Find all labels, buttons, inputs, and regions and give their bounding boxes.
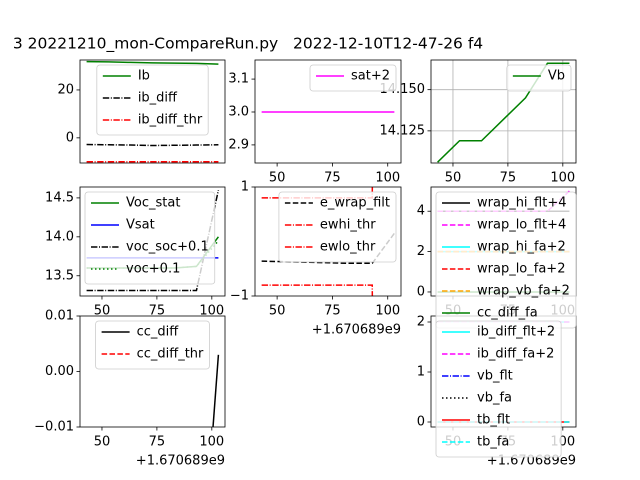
y-tick-label: 0 — [417, 284, 425, 299]
series-line — [437, 62, 570, 163]
legend-label: cc_diff_thr — [137, 347, 204, 362]
legend-label: Ib — [138, 69, 150, 84]
legend-box — [96, 64, 209, 136]
axes-frame — [430, 59, 577, 164]
legend-label: wrap_hi_flt+4 — [477, 196, 567, 211]
legend: Voc_stat Vsat voc_soc+0.1 voc+0.1 — [84, 191, 216, 285]
y-tick-label: 1 — [417, 365, 425, 380]
legend-label: ewlo_thr — [320, 240, 376, 255]
x-tick-label: 100 — [199, 435, 224, 450]
y-tick-label: −0.01 — [34, 420, 74, 435]
legend-label: sat+2 — [351, 69, 390, 84]
x-tick-label: 100 — [375, 171, 400, 186]
legend: Ib ib_diff ib_diff_thr — [96, 64, 209, 136]
legend-box — [95, 320, 210, 370]
legend: cc_diff cc_diff_thr — [95, 320, 210, 370]
series-line — [86, 143, 219, 147]
y-tick-label: 2 — [417, 244, 425, 259]
x-tick-label: 50 — [269, 171, 286, 186]
legend-label: wrap_lo_fa+2 — [477, 262, 565, 277]
y-tick-label: 0.00 — [45, 364, 74, 379]
legend-label: cc_diff_fa — [477, 306, 538, 321]
legend-label: ewhi_thr — [320, 218, 376, 233]
series-line — [261, 284, 374, 296]
legend: ib_diff_flt+2 ib_diff_fa+2 vb_flt vb_fa tb_f… — [435, 320, 562, 458]
y-tick-label: 0 — [417, 415, 425, 430]
legend-label: vb_fa — [477, 391, 512, 406]
legend-label: voc_soc+0.1 — [126, 240, 209, 255]
x-tick-label: 75 — [500, 171, 517, 186]
series-line — [86, 189, 220, 292]
y-tick-label: 14.5 — [45, 190, 74, 205]
legend-box — [84, 191, 216, 285]
legend: e_wrap_filt ewhi_thr ewlo_thr — [278, 191, 397, 263]
legend-label: ib_diff_fa+2 — [477, 347, 554, 362]
legend-label: ib_diff_flt+2 — [477, 325, 555, 340]
axes-frame — [79, 315, 226, 428]
legend-box — [309, 64, 397, 92]
y-tick-label: 4 — [417, 204, 425, 219]
x-offset-label: +1.670689e9 — [136, 454, 225, 469]
y-tick-label: 14.125 — [380, 123, 426, 138]
x-tick-label: 75 — [149, 304, 166, 319]
legend-label: Vsat — [126, 218, 155, 233]
legend-label: ib_diff_thr — [138, 113, 203, 128]
legend-label: wrap_vb_fa+2 — [477, 284, 570, 299]
series-line — [261, 232, 395, 265]
x-tick-label: 100 — [375, 304, 400, 319]
axes-frame — [254, 186, 402, 297]
x-tick-label: 75 — [324, 304, 341, 319]
y-tick-label: 3.0 — [228, 104, 249, 119]
y-tick-label: 1 — [241, 180, 249, 195]
y-tick-label: 0.01 — [45, 309, 74, 324]
legend-label: wrap_hi_fa+2 — [477, 240, 566, 255]
legend-label: wrap_lo_flt+4 — [477, 218, 566, 233]
legend-box — [506, 64, 572, 92]
x-tick-label: 50 — [94, 304, 111, 319]
axes-frame — [79, 59, 226, 164]
x-tick-label: 100 — [199, 304, 224, 319]
x-offset-label: +1.670689e9 — [312, 323, 401, 338]
y-tick-label: −1 — [230, 289, 249, 304]
x-tick-label: 50 — [94, 435, 111, 450]
legend-label: tb_flt — [477, 413, 510, 428]
y-tick-label: 3.1 — [228, 72, 249, 87]
legend: Vb — [506, 64, 572, 92]
legend: sat+2 — [309, 64, 397, 92]
x-tick-label: 50 — [269, 304, 286, 319]
legend-label: cc_diff — [137, 325, 180, 340]
legend-label: voc+0.1 — [126, 262, 180, 277]
y-tick-label: 2.9 — [228, 137, 249, 152]
x-tick-label: 50 — [445, 171, 462, 186]
legend-label: Voc_stat — [126, 196, 180, 211]
axes-frame — [254, 59, 402, 164]
x-tick-label: 100 — [550, 171, 575, 186]
y-tick-label: 2 — [417, 315, 425, 330]
y-tick-label: 13.5 — [45, 268, 74, 283]
legend-label: Vb — [548, 69, 565, 84]
y-tick-label: 14.0 — [45, 229, 74, 244]
legend-label: e_wrap_filt — [320, 196, 390, 211]
legend-label: ib_diff — [138, 91, 178, 106]
series-line — [212, 354, 220, 427]
series-line — [86, 60, 219, 65]
axes-frame — [79, 186, 226, 297]
x-tick-label: 75 — [149, 435, 166, 450]
x-tick-label: 75 — [324, 171, 341, 186]
figure-title: 3 20221210_mon-CompareRun.py 2022-12-10T… — [13, 35, 483, 54]
legend-box — [278, 191, 397, 263]
legend: wrap_hi_flt+4 wrap_lo_flt+4 wrap_hi_fa+2wr… — [435, 191, 577, 329]
legend-label: vb_flt — [477, 369, 513, 384]
y-tick-label: 20 — [57, 82, 74, 97]
legend-box — [435, 320, 562, 458]
y-tick-label: 0 — [66, 130, 74, 145]
legend-label: tb_fa — [477, 435, 509, 450]
